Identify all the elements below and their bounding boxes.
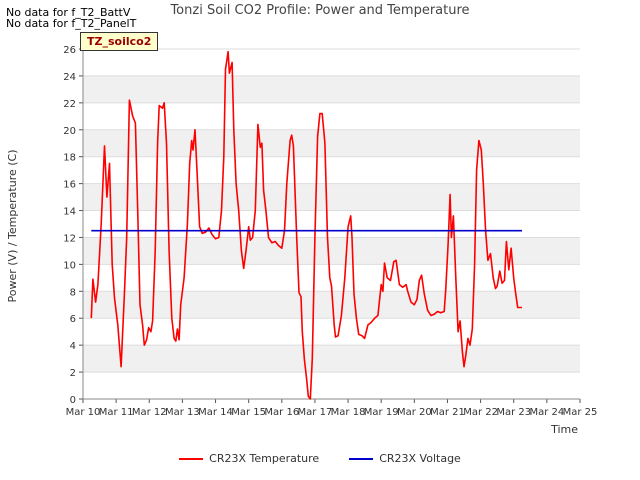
x-tick-label: Mar 25: [563, 407, 598, 418]
x-tick-label: Mar 18: [331, 407, 366, 418]
chart-legend: CR23X Temperature CR23X Voltage: [0, 452, 640, 465]
x-tick-label: Mar 23: [496, 407, 531, 418]
y-tick-label: 0: [70, 395, 76, 406]
x-tick-label: Mar 20: [397, 407, 432, 418]
x-tick-label: Mar 22: [463, 407, 498, 418]
legend-label-voltage: CR23X Voltage: [379, 452, 461, 465]
grid-band: [83, 237, 580, 265]
x-tick-label: Mar 16: [264, 407, 299, 418]
legend-label-temperature: CR23X Temperature: [209, 452, 320, 465]
y-tick-label: 24: [63, 72, 76, 83]
y-tick-label: 22: [63, 99, 76, 110]
y-tick-label: 4: [70, 341, 76, 352]
legend-item-voltage: CR23X Voltage: [349, 452, 461, 465]
y-tick-label: 14: [63, 207, 76, 218]
no-data-note-panelt: No data for f_T2_PanelT: [6, 17, 137, 30]
y-tick-label: 8: [70, 287, 76, 298]
legend-swatch-temperature: [179, 457, 204, 460]
y-tick-label: 18: [63, 153, 76, 164]
grid-band: [83, 345, 580, 373]
legend-item-temperature: CR23X Temperature: [179, 452, 319, 465]
x-tick-label: Mar 10: [66, 407, 101, 418]
series-lines: [90, 50, 522, 400]
chart-title: Tonzi Soil CO2 Profile: Power and Temper…: [170, 3, 470, 18]
y-tick-label: 10: [63, 260, 76, 271]
x-tick-label: Mar 21: [430, 407, 465, 418]
x-tick-label: Mar 19: [364, 407, 399, 418]
grid-band: [83, 75, 580, 103]
legend-swatch-voltage: [349, 457, 374, 460]
no-data-note-battv: No data for f_T2_BattV: [6, 6, 131, 19]
y-axis-label: Power (V) / Temperature (C): [6, 149, 19, 302]
x-tick-label: Mar 17: [298, 407, 333, 418]
grid-band: [83, 183, 580, 211]
x-tick-label: Mar 15: [231, 407, 266, 418]
y-tick-label: 16: [63, 180, 76, 191]
x-tick-label: Mar 12: [132, 407, 167, 418]
x-tick-label: Mar 14: [198, 407, 233, 418]
x-tick-label: Mar 13: [165, 407, 200, 418]
x-axis-label: Time: [550, 423, 578, 436]
x-tick-label: Mar 11: [99, 407, 134, 418]
y-tick-label: 6: [70, 314, 76, 325]
y-tick-label: 2: [70, 368, 76, 379]
y-tick-label: 12: [63, 233, 76, 244]
x-tick-label: Mar 24: [529, 407, 564, 418]
y-tick-label: 26: [63, 45, 76, 56]
grid-bands: [83, 48, 580, 400]
y-tick-label: 20: [63, 126, 76, 137]
site-badge: TZ_soilco2: [80, 32, 159, 51]
series-line-temperature: [90, 50, 522, 400]
plot-area: [83, 49, 580, 399]
